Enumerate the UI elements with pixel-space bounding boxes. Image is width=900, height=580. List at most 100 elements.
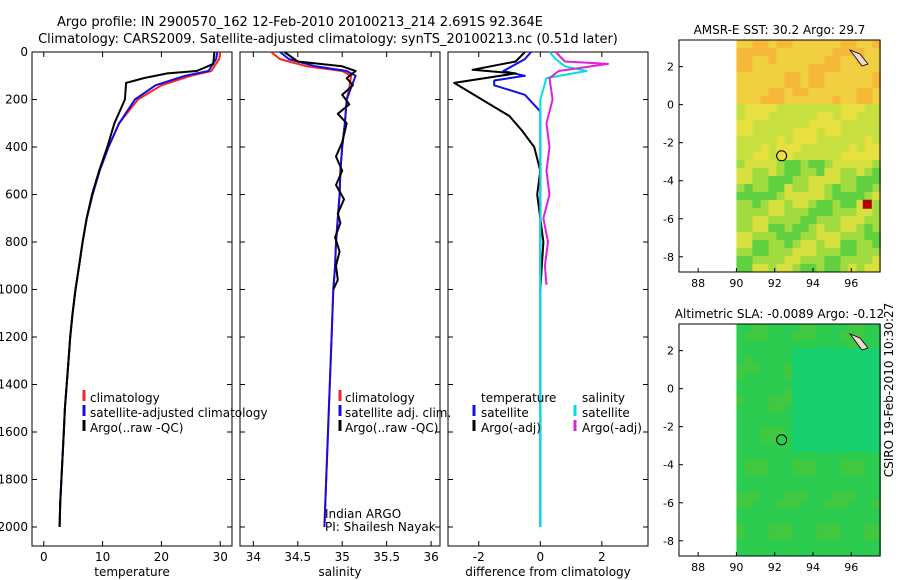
map-cell	[840, 412, 849, 421]
map-y-tick-label: -6	[663, 213, 674, 226]
map-cell	[736, 540, 745, 549]
map-cell	[856, 248, 865, 257]
map-cell	[792, 372, 801, 381]
map-cell	[856, 136, 865, 145]
map-cell	[744, 152, 753, 161]
map-cell	[824, 356, 833, 365]
map-cell	[760, 356, 769, 365]
map-cell	[816, 40, 825, 49]
map-cell	[752, 72, 761, 81]
map-cell	[752, 428, 761, 437]
map-cell	[784, 232, 793, 241]
map-cell	[864, 64, 873, 73]
map-cell	[856, 200, 865, 209]
map-cell	[752, 112, 761, 121]
map-cell	[800, 176, 809, 185]
map-cell	[816, 404, 825, 413]
map-cell	[856, 96, 865, 105]
map-cell	[768, 240, 777, 249]
map-cell	[760, 460, 769, 469]
map-cell	[808, 380, 817, 389]
map-cell	[808, 40, 817, 49]
map-cell	[864, 264, 873, 273]
map-cell	[800, 372, 809, 381]
map-cell	[776, 508, 785, 517]
map-cell	[840, 128, 849, 137]
map-cell	[856, 112, 865, 121]
map-cell	[840, 484, 849, 493]
map-cell	[736, 104, 745, 113]
map-cell	[824, 380, 833, 389]
map-cell	[784, 184, 793, 193]
map-cell	[792, 144, 801, 153]
map-cell	[848, 404, 857, 413]
map-cell	[736, 444, 745, 453]
map-cell	[736, 88, 745, 97]
map-cell	[776, 136, 785, 145]
map-cell	[776, 192, 785, 201]
map-cell	[824, 48, 833, 57]
map-cell	[768, 200, 777, 209]
map-cell	[768, 444, 777, 453]
map-cell	[784, 264, 793, 273]
map-cell	[792, 96, 801, 105]
map-cell	[752, 48, 761, 57]
map-cell	[776, 372, 785, 381]
map-cell	[864, 500, 873, 509]
map-cell	[872, 248, 881, 257]
map-cell	[824, 524, 833, 533]
map-cell	[808, 232, 817, 241]
map-cell	[824, 176, 833, 185]
map-cell	[848, 64, 857, 73]
map-cell	[768, 460, 777, 469]
map-cell	[776, 540, 785, 549]
map-cell	[848, 420, 857, 429]
map-cell	[768, 420, 777, 429]
map-cell	[784, 208, 793, 217]
map-x-tick-label: 92	[768, 561, 782, 574]
map-cell	[840, 256, 849, 265]
map-cell	[792, 264, 801, 273]
map-title: Altimetric SLA: -0.0089 Argo: -0.12	[675, 307, 884, 321]
map-cell	[736, 48, 745, 57]
map-cell	[776, 264, 785, 273]
map-cell	[856, 324, 865, 333]
map-cell	[744, 168, 753, 177]
map-cell	[872, 168, 881, 177]
map-cell	[760, 444, 769, 453]
map-cell	[768, 532, 777, 541]
map-cell	[752, 444, 761, 453]
map-cell	[776, 476, 785, 485]
sla-map-panel: 88 90 92 94 96 2 0 -2 -4 -6 -8 Altimetric SLA: -0.0…	[663, 307, 884, 574]
x-tick-label: -2	[473, 550, 485, 564]
map-cell	[816, 264, 825, 273]
map-cell	[864, 468, 873, 477]
map-cell	[848, 492, 857, 501]
map-cell	[752, 176, 761, 185]
map-cell	[760, 232, 769, 241]
map-cell	[792, 444, 801, 453]
map-cell	[800, 524, 809, 533]
salinity-annotation-1: Indian ARGO	[325, 507, 401, 521]
map-cell	[752, 452, 761, 461]
map-cell	[856, 356, 865, 365]
map-cell	[872, 208, 881, 217]
map-cell	[776, 200, 785, 209]
map-cell	[816, 208, 825, 217]
map-cell	[760, 136, 769, 145]
map-cell	[784, 380, 793, 389]
map-cell	[832, 152, 841, 161]
map-cell	[776, 500, 785, 509]
map-cell	[752, 200, 761, 209]
map-cell	[840, 232, 849, 241]
map-cell	[768, 136, 777, 145]
map-cell	[816, 484, 825, 493]
x-axis-label: temperature	[94, 565, 169, 579]
map-cell	[744, 356, 753, 365]
map-cell	[872, 64, 881, 73]
map-cell	[824, 340, 833, 349]
map-cell	[752, 348, 761, 357]
map-cell	[768, 324, 777, 333]
map-cell	[760, 96, 769, 105]
map-cell	[872, 340, 881, 349]
